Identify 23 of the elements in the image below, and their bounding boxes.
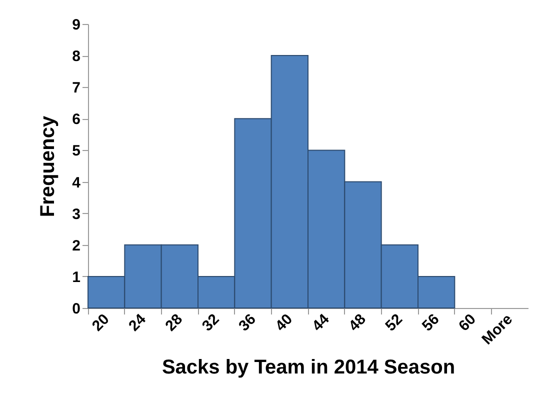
y-tick-label: 8	[72, 48, 80, 66]
x-tick-label: 36	[236, 310, 260, 335]
y-tick-label: 2	[72, 237, 80, 254]
x-axis-title: Sacks by Team in 2014 Season	[162, 356, 456, 378]
y-tick-label: 6	[72, 111, 80, 128]
x-tick-label: 20	[88, 310, 113, 335]
x-tick-label: 32	[198, 310, 223, 335]
x-tick-label: 28	[162, 310, 186, 335]
y-axis-title: Frequency	[37, 115, 60, 218]
x-tick-label: 40	[272, 310, 296, 335]
x-tick-label: 52	[382, 310, 406, 335]
x-tick-label: 24	[126, 310, 150, 335]
y-tick-label: 9	[72, 16, 80, 34]
x-tick-label: 56	[418, 310, 443, 335]
y-tick-label: 5	[72, 142, 80, 160]
x-tick-label: 48	[346, 310, 370, 335]
x-tick-label: 44	[308, 310, 334, 335]
y-tick-label: 3	[72, 206, 80, 223]
x-tick-label: 60	[456, 310, 480, 335]
y-tick-label: 7	[72, 80, 80, 97]
y-tick-label: 1	[72, 268, 80, 286]
y-tick-label: 0	[72, 300, 80, 318]
y-tick-label: 4	[72, 174, 82, 192]
